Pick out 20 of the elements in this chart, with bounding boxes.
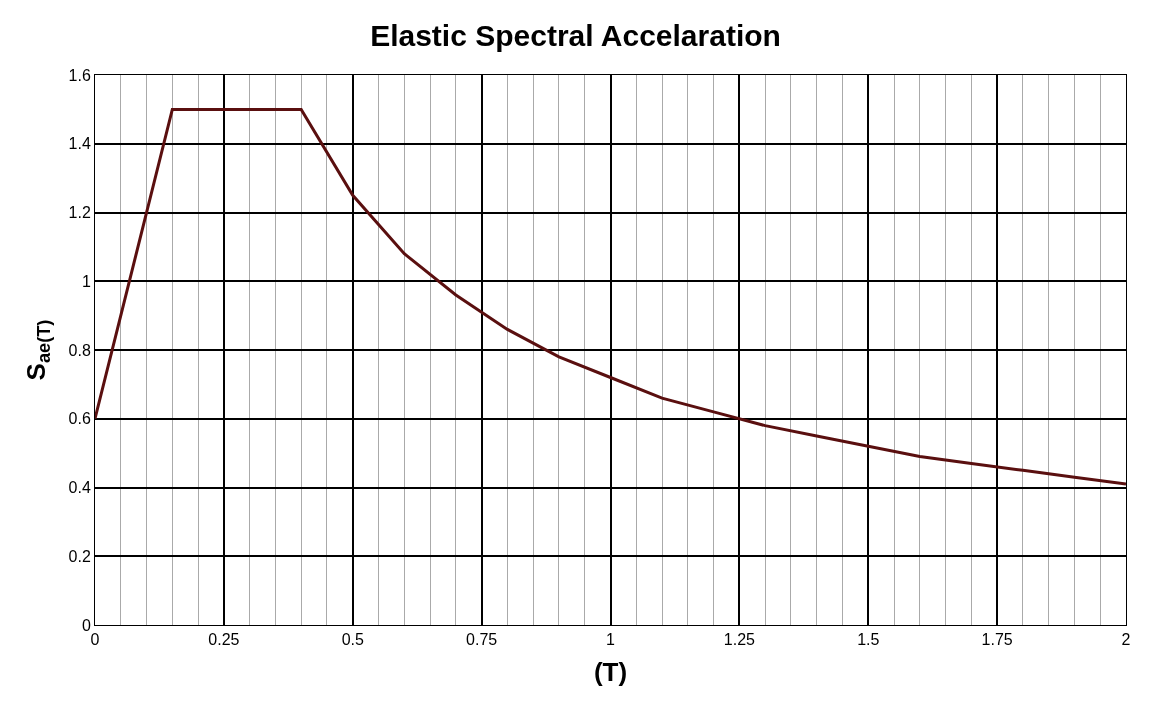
y-tick-label: 1.6 xyxy=(68,66,91,84)
x-tick-label: 0.25 xyxy=(208,631,240,649)
x-tick-label: 1.5 xyxy=(857,631,880,649)
x-tick-label: 1 xyxy=(606,631,616,649)
line-series xyxy=(95,107,1126,486)
y-tick-label: 0.2 xyxy=(68,547,91,565)
y-tick-label: 0 xyxy=(81,616,91,634)
y-tick-label: 1.2 xyxy=(68,204,91,222)
x-tick-label: 2 xyxy=(1121,631,1131,649)
y-tick-label: 1.4 xyxy=(68,135,91,153)
x-tick-label: 0.75 xyxy=(466,631,498,649)
x-tick-label: 1.75 xyxy=(981,631,1013,649)
x-tick-label: 0.5 xyxy=(341,631,364,649)
chart-title: Elastic Spectral Accelaration xyxy=(370,18,781,52)
y-tick-label: 0.8 xyxy=(68,341,91,359)
x-axis-title: (T) xyxy=(593,656,628,687)
x-tick-label: 1.25 xyxy=(723,631,756,649)
y-tick-label: 1 xyxy=(81,272,91,290)
y-tick-label: 0.4 xyxy=(68,479,91,497)
y-tick-label: 0.6 xyxy=(68,410,91,428)
